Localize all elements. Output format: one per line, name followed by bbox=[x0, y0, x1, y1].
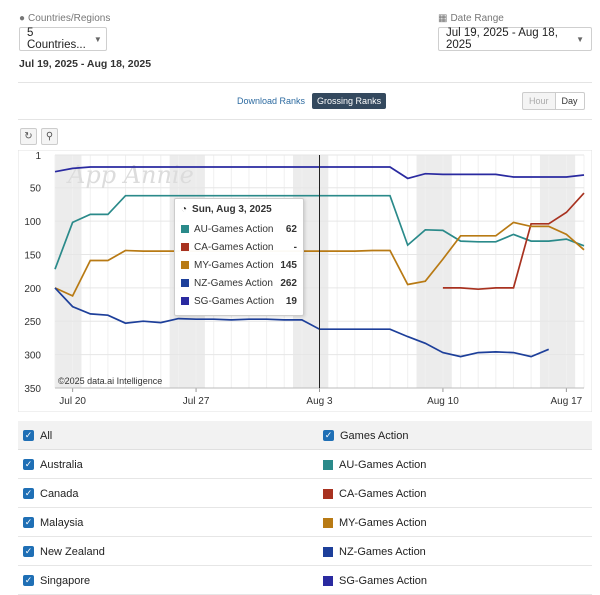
legend-country: ✓ New Zealand bbox=[23, 537, 105, 566]
tooltip-row: NZ-Games Action 262 bbox=[181, 274, 297, 292]
tooltip-series-name: NZ-Games Action bbox=[194, 278, 279, 289]
divider bbox=[18, 119, 592, 120]
clock-icon: ◔ bbox=[181, 204, 187, 215]
legend-all: ✓ All bbox=[23, 421, 52, 450]
x-tick-label: Aug 10 bbox=[427, 396, 459, 407]
series-label: AU-Games Action bbox=[339, 459, 426, 471]
series-swatch bbox=[323, 576, 333, 586]
legend-row: ✓ All ✓ Games Action bbox=[18, 421, 592, 450]
x-tick-label: Aug 17 bbox=[551, 396, 583, 407]
y-tick-label: 250 bbox=[24, 317, 41, 328]
weekend-band bbox=[55, 155, 81, 388]
legend-row: ✓ Australia AU-Games Action bbox=[18, 450, 592, 479]
x-tick-label: Jul 20 bbox=[59, 396, 86, 407]
tooltip-series-value: - bbox=[279, 242, 297, 253]
countries-label: ● Countries/Regions bbox=[19, 13, 110, 24]
hour-button[interactable]: Hour bbox=[522, 92, 556, 110]
legend-row: ✓ Canada CA-Games Action bbox=[18, 479, 592, 508]
legend-row: ✓ Malaysia MY-Games Action bbox=[18, 508, 592, 537]
country-label: Singapore bbox=[40, 575, 90, 587]
tooltip-series-name: AU-Games Action bbox=[194, 224, 279, 235]
chart-tooltip: ◔ Sun, Aug 3, 2025 AU-Games Action 62 CA-G… bbox=[174, 198, 304, 316]
country-label: Canada bbox=[40, 488, 79, 500]
tooltip-row: MY-Games Action 145 bbox=[181, 256, 297, 274]
x-tick-label: Jul 27 bbox=[183, 396, 210, 407]
y-tick-label: 150 bbox=[24, 250, 41, 261]
date-range-select[interactable]: Jul 19, 2025 - Aug 18, 2025 ▼ bbox=[438, 27, 592, 51]
tooltip-series-name: SG-Games Action bbox=[194, 296, 279, 307]
tooltip-series-name: CA-Games Action bbox=[194, 242, 279, 253]
y-tick-label: 200 bbox=[24, 284, 41, 295]
legend-country: ✓ Australia bbox=[23, 450, 83, 479]
tooltip-row: CA-Games Action - bbox=[181, 238, 297, 256]
x-tick-label: Aug 3 bbox=[306, 396, 333, 407]
tooltip-series-value: 145 bbox=[279, 260, 297, 271]
granularity-toggle: Hour Day bbox=[522, 92, 585, 110]
watermark: App Annie bbox=[66, 161, 194, 189]
country-label: Malaysia bbox=[40, 517, 83, 529]
tooltip-series-value: 62 bbox=[279, 224, 297, 235]
checkbox-country[interactable]: ✓ bbox=[23, 517, 34, 528]
y-tick-label: 100 bbox=[24, 217, 41, 228]
date-range-label: ▦ Date Range bbox=[438, 13, 504, 24]
series-swatch bbox=[323, 518, 333, 528]
series-swatch bbox=[181, 279, 189, 287]
chevron-down-icon: ▼ bbox=[94, 35, 102, 44]
tooltip-series-value: 262 bbox=[279, 278, 297, 289]
zoom-icon[interactable]: ⚲ bbox=[41, 128, 58, 145]
legend-row: ✓ New Zealand NZ-Games Action bbox=[18, 537, 592, 566]
chevron-down-icon: ▼ bbox=[576, 35, 584, 44]
checkbox-country[interactable]: ✓ bbox=[23, 459, 34, 470]
country-label: Australia bbox=[40, 459, 83, 471]
legend-series[interactable]: SG-Games Action bbox=[323, 566, 427, 595]
copyright: ©2025 data.ai Intelligence bbox=[58, 376, 162, 386]
series-swatch bbox=[181, 225, 189, 233]
legend-row: ✓ Singapore SG-Games Action bbox=[18, 566, 592, 595]
tooltip-row: SG-Games Action 19 bbox=[181, 292, 297, 310]
legend-country: ✓ Singapore bbox=[23, 566, 90, 595]
series-swatch bbox=[323, 460, 333, 470]
country-label: New Zealand bbox=[40, 546, 105, 558]
divider bbox=[18, 82, 592, 83]
rank-tabs: Download Ranks Grossing Ranks bbox=[232, 93, 386, 109]
reset-icon[interactable]: ↻ bbox=[20, 128, 37, 145]
tooltip-series-value: 19 bbox=[279, 296, 297, 307]
date-subtitle: Jul 19, 2025 - Aug 18, 2025 bbox=[19, 58, 151, 70]
legend-series[interactable]: NZ-Games Action bbox=[323, 537, 426, 566]
series-label: SG-Games Action bbox=[339, 575, 427, 587]
day-button[interactable]: Day bbox=[556, 92, 585, 110]
tab-grossing-ranks[interactable]: Grossing Ranks bbox=[312, 93, 386, 109]
series-swatch bbox=[323, 547, 333, 557]
y-tick-label: 50 bbox=[30, 184, 42, 195]
tooltip-series-name: MY-Games Action bbox=[194, 260, 279, 271]
series-label: CA-Games Action bbox=[339, 488, 426, 500]
checkbox-country[interactable]: ✓ bbox=[23, 488, 34, 499]
legend-series[interactable]: CA-Games Action bbox=[323, 479, 426, 508]
legend-series[interactable]: MY-Games Action bbox=[323, 508, 427, 537]
checkbox-all[interactable]: ✓ bbox=[23, 430, 34, 441]
series-label: NZ-Games Action bbox=[339, 546, 426, 558]
checkbox-country[interactable]: ✓ bbox=[23, 575, 34, 586]
checkbox-country[interactable]: ✓ bbox=[23, 546, 34, 557]
checkbox-games-action[interactable]: ✓ bbox=[323, 430, 334, 441]
series-swatch bbox=[323, 489, 333, 499]
legend-country: ✓ Malaysia bbox=[23, 508, 83, 537]
legend-series[interactable]: AU-Games Action bbox=[323, 450, 426, 479]
y-tick-label: 350 bbox=[24, 384, 41, 395]
y-tick-label: 1 bbox=[35, 151, 41, 162]
tab-download-ranks[interactable]: Download Ranks bbox=[232, 93, 310, 109]
calendar-icon: ▦ bbox=[438, 13, 447, 24]
tooltip-row: AU-Games Action 62 bbox=[181, 220, 297, 238]
series-swatch bbox=[181, 243, 189, 251]
legend-country: ✓ Canada bbox=[23, 479, 79, 508]
countries-select[interactable]: 5 Countries... ▼ bbox=[19, 27, 107, 51]
weekend-band bbox=[540, 155, 575, 388]
y-tick-label: 300 bbox=[24, 351, 41, 362]
series-label: MY-Games Action bbox=[339, 517, 427, 529]
legend-category: ✓ Games Action bbox=[323, 421, 408, 450]
series-swatch bbox=[181, 297, 189, 305]
globe-icon: ● bbox=[19, 13, 25, 24]
series-swatch bbox=[181, 261, 189, 269]
